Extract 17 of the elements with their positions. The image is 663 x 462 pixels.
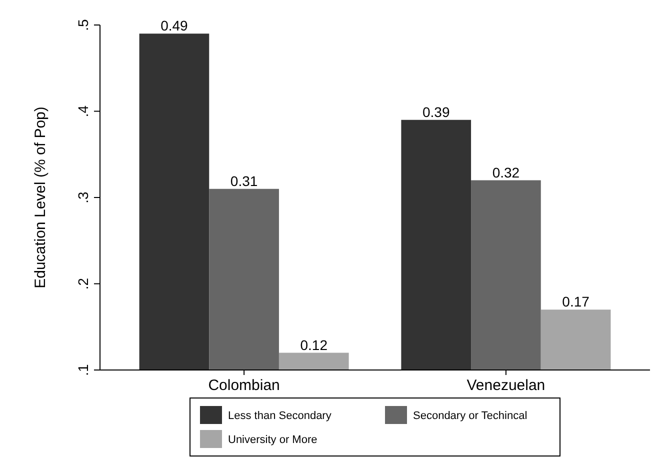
- legend-label: Less than Secondary: [228, 410, 332, 422]
- y-axis-title: Education Level (% of Pop): [32, 106, 49, 288]
- legend-label: Secondary or Techincal: [413, 410, 528, 422]
- y-tick-label: .5: [75, 18, 91, 31]
- data-label: 0.12: [300, 336, 328, 353]
- data-label: 0.32: [492, 164, 520, 180]
- legend-label: University or More: [228, 434, 318, 446]
- y-tick-label: .3: [75, 191, 91, 204]
- y-tick-label: .4: [75, 105, 91, 118]
- x-tick-label: Venezuelan: [466, 377, 546, 394]
- x-tick-label: Colombian: [208, 377, 280, 394]
- data-label: 0.39: [422, 104, 450, 120]
- data-label: 0.31: [230, 172, 258, 189]
- y-tick-label: .1: [75, 364, 91, 376]
- y-tick-label: .2: [75, 278, 91, 290]
- data-label: 0.49: [160, 18, 188, 34]
- data-label: 0.17: [562, 294, 590, 310]
